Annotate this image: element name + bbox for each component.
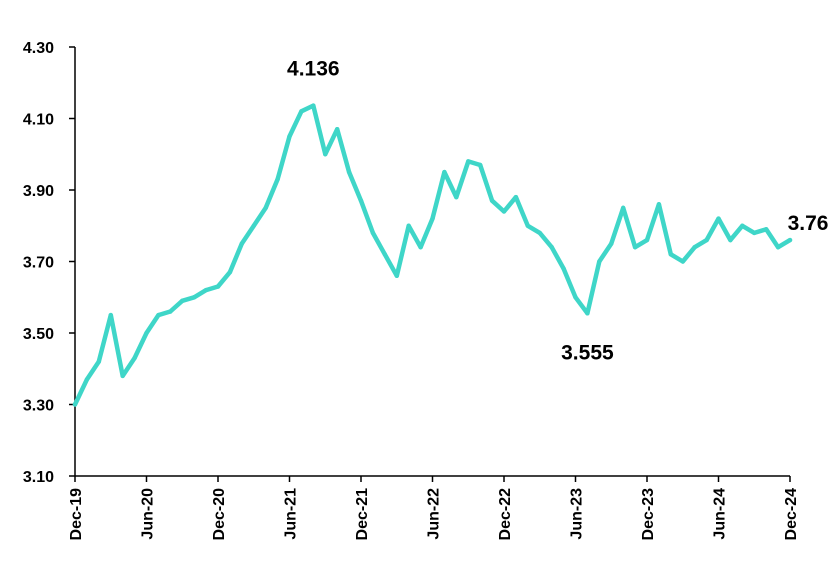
data-point xyxy=(299,109,304,114)
data-point xyxy=(215,284,221,289)
data-point xyxy=(203,287,209,293)
data-point xyxy=(275,177,280,182)
data-point xyxy=(287,134,292,139)
annotation-label: 3.76 xyxy=(788,212,829,235)
data-point xyxy=(716,216,721,221)
data-point xyxy=(477,162,483,168)
data-point xyxy=(168,309,173,314)
annotations: 4.136 3.555 3.76 xyxy=(287,58,828,365)
x-tick-label: Jun-23 xyxy=(569,488,586,540)
data-point xyxy=(191,295,197,300)
data-point xyxy=(454,194,459,200)
y-tick-label: 3.90 xyxy=(23,183,54,200)
data-point xyxy=(180,298,185,304)
data-point xyxy=(609,241,614,246)
data-point xyxy=(442,169,447,175)
data-point xyxy=(239,241,245,246)
data-point xyxy=(752,230,757,236)
y-tick-label: 3.30 xyxy=(23,398,54,415)
data-point xyxy=(394,273,399,278)
data-point xyxy=(775,245,781,250)
data-point xyxy=(656,202,662,207)
y-tick-label: 3.50 xyxy=(23,326,54,343)
data-point xyxy=(740,223,745,228)
data-point xyxy=(466,159,471,164)
x-tick-label: Dec-22 xyxy=(497,488,514,541)
x-axis-ticks: Dec-19 Jun-20 Dec-20 Jun-21 Dec-21 Jun-22 Dec-… xyxy=(68,476,800,540)
data-point xyxy=(573,295,578,300)
x-tick-label: Dec-23 xyxy=(640,488,657,541)
x-tick-label: Jun-24 xyxy=(712,488,729,540)
data-point xyxy=(334,127,340,132)
data-point xyxy=(501,209,507,214)
data-point xyxy=(263,205,268,211)
data-point xyxy=(430,216,435,221)
data-point xyxy=(156,312,161,318)
data-point xyxy=(251,223,256,228)
y-tick-label: 4.10 xyxy=(23,112,54,129)
data-point xyxy=(680,259,685,264)
data-point xyxy=(108,312,113,318)
x-tick-label: Dec-19 xyxy=(68,488,85,541)
data-point xyxy=(585,311,590,316)
data-point xyxy=(513,194,519,200)
data-point xyxy=(644,237,650,243)
data-point xyxy=(561,266,566,271)
data-point xyxy=(787,237,793,243)
data-point xyxy=(144,330,149,336)
data-point xyxy=(358,198,364,203)
data-point xyxy=(525,223,531,228)
annotation-label: 3.555 xyxy=(561,341,614,364)
data-point xyxy=(549,245,554,250)
data-point xyxy=(620,205,626,211)
x-tick-label: Dec-24 xyxy=(783,488,800,541)
data-point xyxy=(489,198,495,203)
data-point xyxy=(537,230,542,236)
x-tick-label: Jun-21 xyxy=(283,488,300,540)
annotation-label: 4.136 xyxy=(287,58,340,81)
data-point xyxy=(382,252,388,257)
data-point xyxy=(120,373,125,379)
data-point xyxy=(346,169,352,175)
data-point xyxy=(597,259,602,264)
data-point xyxy=(418,245,423,250)
data-point xyxy=(96,359,102,364)
y-tick-label: 3.10 xyxy=(23,469,54,486)
data-point xyxy=(692,245,697,250)
x-tick-label: Jun-22 xyxy=(426,488,443,540)
x-tick-label: Jun-20 xyxy=(140,488,157,540)
data-point xyxy=(84,377,90,382)
data-point xyxy=(72,402,78,407)
x-tick-label: Dec-21 xyxy=(354,488,371,541)
data-point xyxy=(227,270,233,275)
data-point xyxy=(311,103,316,108)
series-group xyxy=(72,103,793,407)
x-tick-label: Dec-20 xyxy=(211,488,228,541)
data-point xyxy=(323,152,328,157)
data-point xyxy=(668,252,674,257)
data-point xyxy=(632,245,638,250)
data-point xyxy=(763,227,769,232)
data-point xyxy=(704,237,709,243)
y-axis-ticks: 4.30 4.10 3.90 3.70 3.50 3.30 3.10 xyxy=(23,40,75,486)
y-tick-label: 3.70 xyxy=(23,255,54,272)
series-line xyxy=(72,103,793,407)
data-point xyxy=(728,237,733,243)
data-point xyxy=(406,223,411,228)
data-point xyxy=(370,230,376,236)
y-tick-label: 4.30 xyxy=(23,40,54,57)
data-point xyxy=(132,355,137,361)
